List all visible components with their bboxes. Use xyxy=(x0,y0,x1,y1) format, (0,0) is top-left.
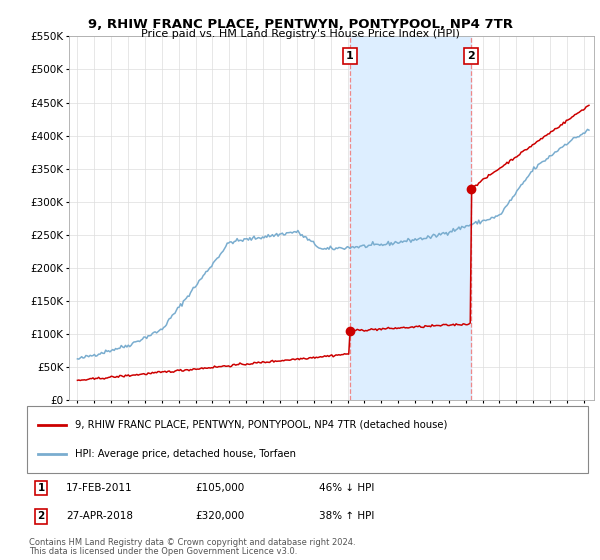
Text: Contains HM Land Registry data © Crown copyright and database right 2024.: Contains HM Land Registry data © Crown c… xyxy=(29,538,355,547)
Text: 9, RHIW FRANC PLACE, PENTWYN, PONTYPOOL, NP4 7TR: 9, RHIW FRANC PLACE, PENTWYN, PONTYPOOL,… xyxy=(88,18,512,31)
Text: 2: 2 xyxy=(37,511,44,521)
Text: 38% ↑ HPI: 38% ↑ HPI xyxy=(319,511,374,521)
Text: 17-FEB-2011: 17-FEB-2011 xyxy=(66,483,133,493)
Text: 1: 1 xyxy=(37,483,44,493)
Text: 9, RHIW FRANC PLACE, PENTWYN, PONTYPOOL, NP4 7TR (detached house): 9, RHIW FRANC PLACE, PENTWYN, PONTYPOOL,… xyxy=(74,420,447,430)
Text: 46% ↓ HPI: 46% ↓ HPI xyxy=(319,483,374,493)
Text: 1: 1 xyxy=(346,52,353,61)
Text: This data is licensed under the Open Government Licence v3.0.: This data is licensed under the Open Gov… xyxy=(29,547,297,556)
Text: 27-APR-2018: 27-APR-2018 xyxy=(66,511,133,521)
Bar xyxy=(350,36,471,400)
Text: Price paid vs. HM Land Registry's House Price Index (HPI): Price paid vs. HM Land Registry's House … xyxy=(140,29,460,39)
Text: HPI: Average price, detached house, Torfaen: HPI: Average price, detached house, Torf… xyxy=(74,449,296,459)
Text: £320,000: £320,000 xyxy=(196,511,245,521)
FancyBboxPatch shape xyxy=(27,406,588,473)
Text: 2: 2 xyxy=(467,52,475,61)
Text: £105,000: £105,000 xyxy=(196,483,245,493)
